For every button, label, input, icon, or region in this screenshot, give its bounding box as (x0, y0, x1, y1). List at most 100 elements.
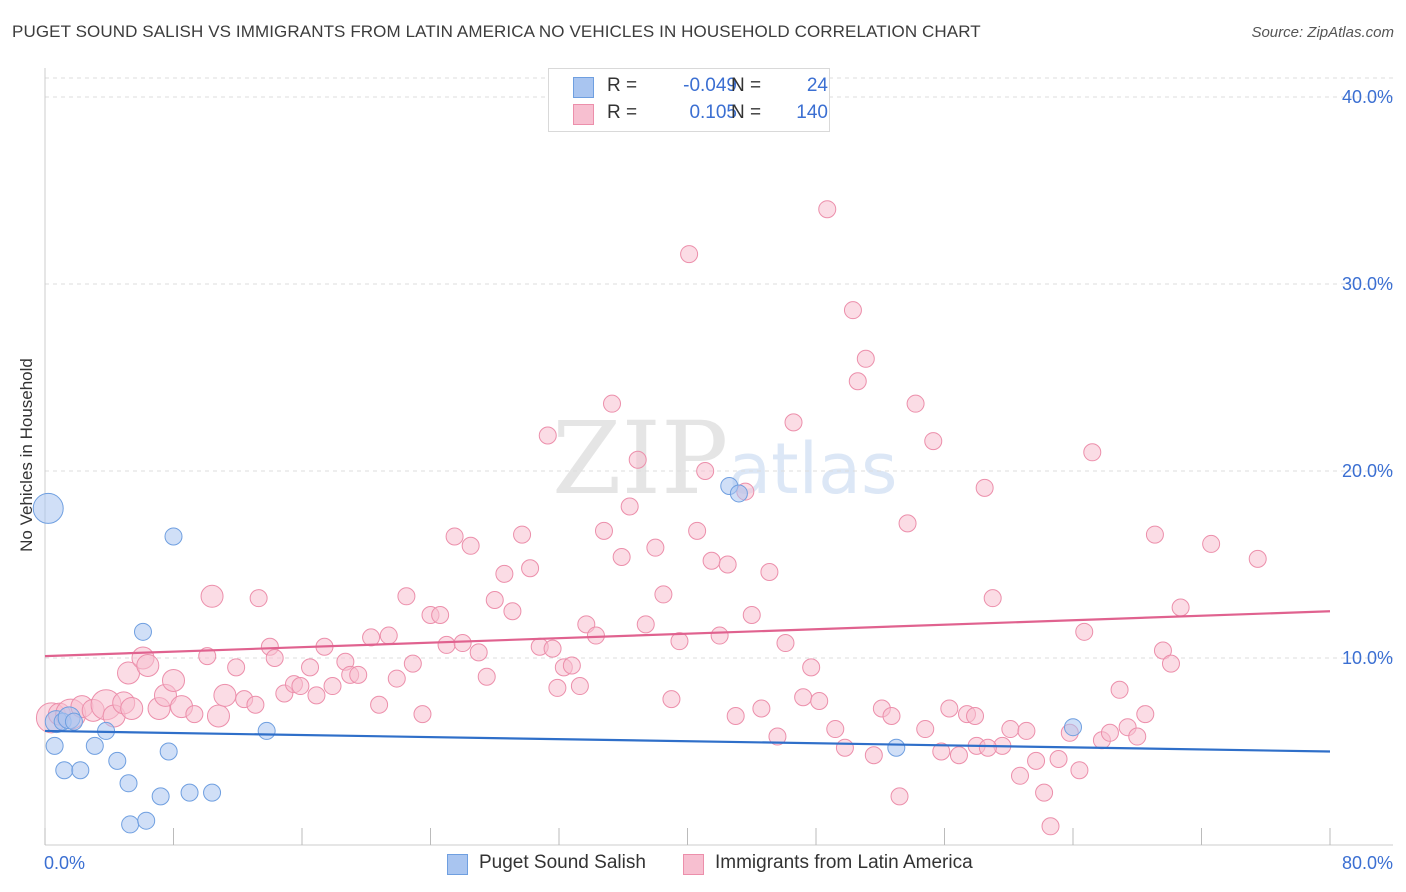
immigrant-point (445, 527, 464, 546)
immigrant-point (185, 705, 204, 724)
puget-point (257, 721, 276, 740)
immigrant-point (940, 699, 959, 718)
y-tick-label: 10.0% (1342, 648, 1393, 668)
correlation-legend: R = -0.049 N = 24 R = 0.105 N = 140 (548, 68, 830, 132)
immigrant-point (1075, 622, 1094, 641)
immigrant-point (794, 688, 813, 707)
puget-point (887, 738, 906, 757)
immigrant-point (710, 626, 729, 645)
chart-title: PUGET SOUND SALISH VS IMMIGRANTS FROM LA… (12, 22, 981, 41)
immigrant-point (966, 706, 985, 725)
puget-trend-line (44, 729, 1331, 753)
immigrant-point (818, 200, 837, 219)
legend-n-label: N = (731, 102, 762, 123)
immigrant-point (513, 525, 532, 544)
watermark: ZIPatlas (552, 400, 897, 517)
source-label: Source: ZipAtlas.com (1251, 24, 1394, 41)
immigrant-point (1083, 443, 1102, 462)
x-tick-label: 0.0% (44, 853, 85, 873)
legend-n-value: 140 (796, 102, 828, 123)
immigrant-point (521, 559, 540, 578)
immigrant-point (702, 551, 721, 570)
watermark-atlas: atlas (728, 428, 898, 510)
immigrant-point (620, 497, 639, 516)
immigrant-point (397, 587, 416, 606)
immigrant-point (718, 555, 737, 574)
x-tick-label: 80.0% (1342, 853, 1393, 873)
immigrant-point (932, 742, 951, 761)
immigrant-point (323, 677, 342, 696)
immigrant-point (162, 668, 185, 692)
immigrant-point (213, 683, 237, 707)
immigrant-point (543, 639, 562, 658)
immigrant-point (603, 394, 622, 413)
immigrant-point (1027, 751, 1046, 770)
immigrant-point (856, 349, 875, 368)
immigrant-point (227, 658, 246, 677)
immigrant-point (307, 686, 326, 705)
immigrant-point (198, 647, 217, 666)
immigrant-point (835, 738, 854, 757)
immigrant-point (1100, 723, 1119, 742)
immigrant-point (916, 720, 935, 739)
immigrant-point (370, 695, 389, 714)
immigrant-point (924, 432, 943, 451)
immigrant-point (983, 589, 1002, 608)
puget-point (151, 787, 170, 806)
puget-point (85, 736, 104, 755)
immigrant-point (301, 658, 320, 677)
puget-point (729, 484, 748, 503)
puget-point (203, 783, 222, 802)
immigrant-point (291, 677, 310, 696)
immigrant-point (246, 695, 265, 714)
puget-point (32, 492, 64, 524)
legend-r-label: R = (607, 102, 638, 123)
puget-point (121, 815, 140, 834)
immigrant-point (742, 605, 761, 624)
immigrant-point (843, 301, 862, 320)
immigrant-point (826, 720, 845, 739)
immigrant-point (485, 591, 504, 610)
immigrant-point (670, 632, 689, 651)
immigrant-point (864, 746, 883, 765)
immigrant-point (1171, 598, 1190, 617)
immigrant-point (768, 727, 787, 746)
immigrant-point (1136, 705, 1155, 724)
immigrant-point (654, 585, 673, 604)
legend-n-label: N = (731, 75, 762, 96)
puget-point (133, 622, 152, 641)
immigrant-point (726, 706, 745, 725)
immigrant-point (562, 656, 581, 675)
y-tick-label: 30.0% (1342, 274, 1393, 294)
immigrant-point (249, 589, 268, 608)
y-tick-label: 20.0% (1342, 461, 1393, 481)
immigrant-point (1145, 525, 1164, 544)
puget-point (159, 742, 178, 761)
immigrant-point (1248, 549, 1267, 568)
legend-r-value: -0.049 (683, 75, 737, 96)
immigrant-point (206, 704, 230, 728)
immigrant-point (1153, 641, 1172, 660)
puget-point (180, 783, 199, 802)
immigrant-point (136, 653, 160, 677)
legend-swatch-immigrants (573, 104, 594, 125)
immigrant-point (1041, 817, 1060, 836)
immigrant-point (802, 658, 821, 677)
immigrant-point (949, 746, 968, 765)
puget-point (64, 712, 83, 731)
puget-point (108, 751, 127, 770)
immigrant-point (431, 605, 450, 624)
immigrant-point (688, 521, 707, 540)
y-tick-label: 40.0% (1342, 87, 1393, 107)
immigrant-point (1017, 721, 1036, 740)
immigrant-point (461, 536, 480, 555)
immigrant-trend-line (44, 610, 1331, 658)
immigrant-point (1035, 783, 1054, 802)
immigrant-point (594, 521, 613, 540)
legend-n-value: 24 (806, 75, 828, 96)
immigrant-point (548, 678, 567, 697)
puget-point (71, 761, 90, 780)
immigrant-point (784, 413, 803, 432)
puget-point (55, 761, 74, 780)
